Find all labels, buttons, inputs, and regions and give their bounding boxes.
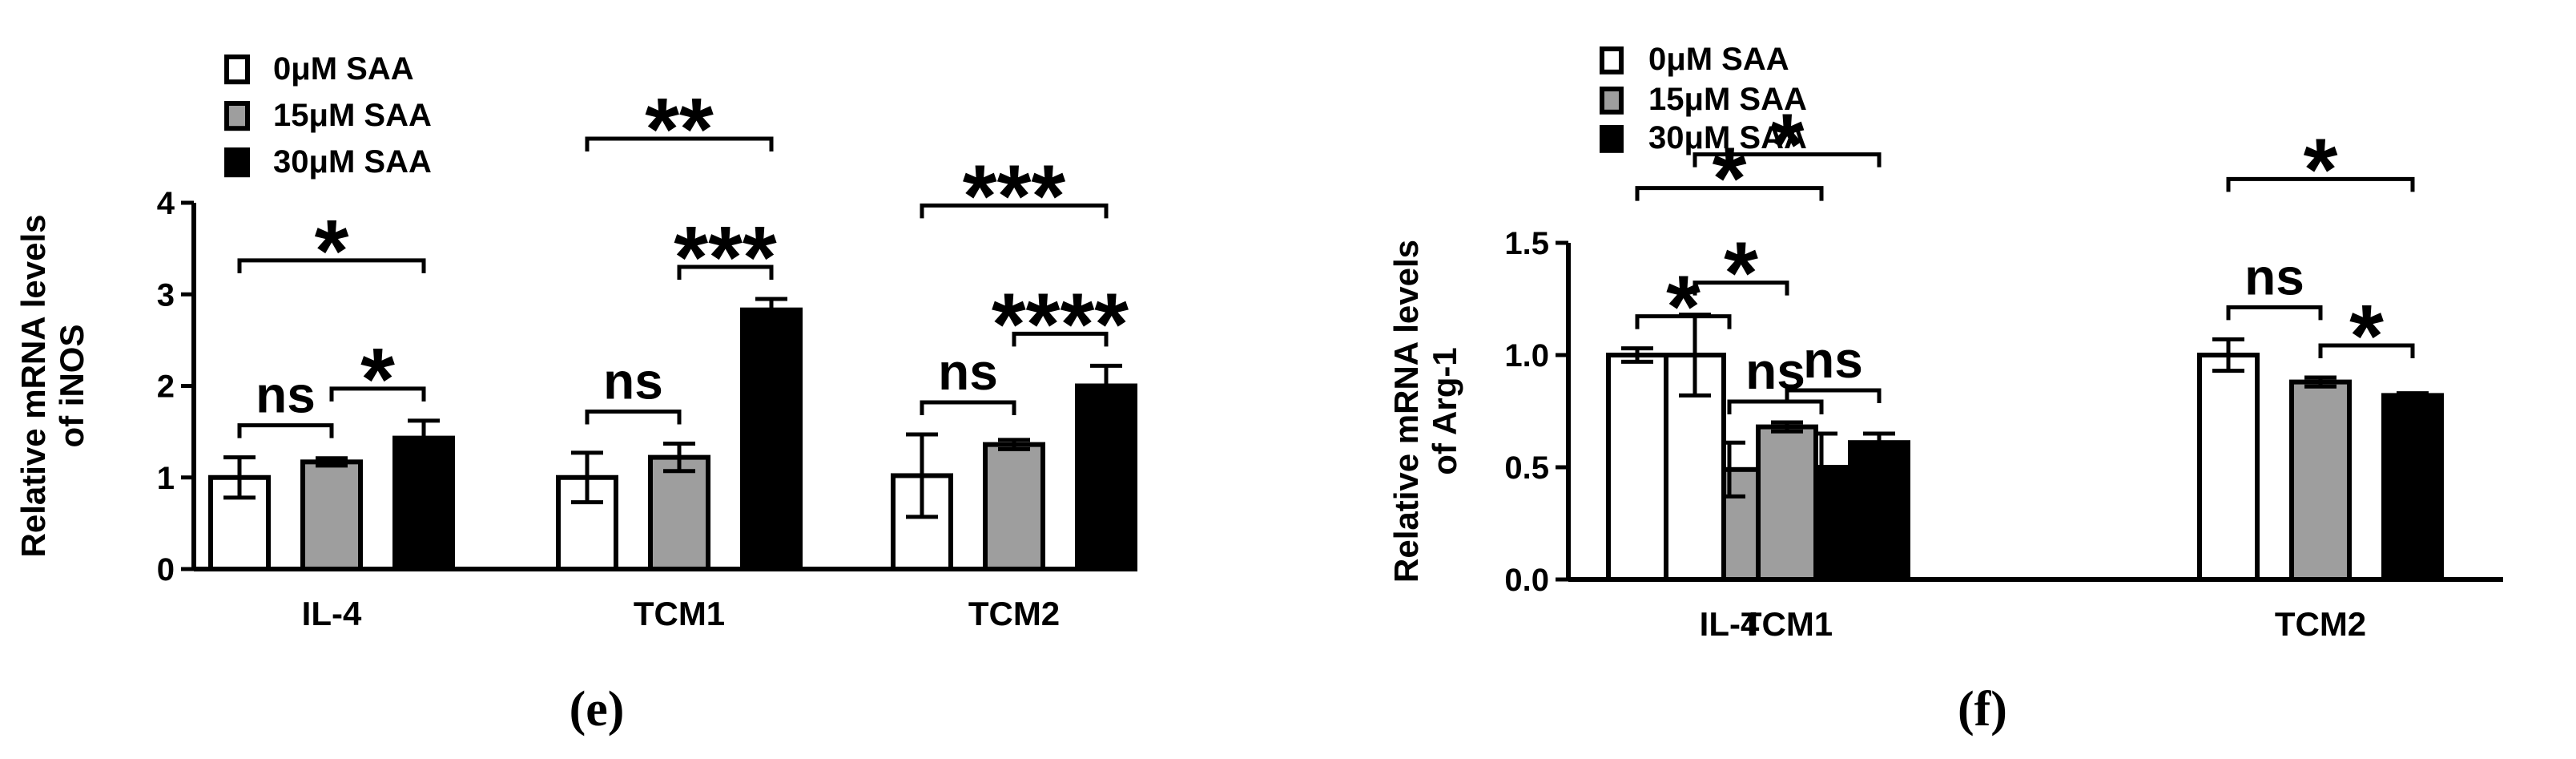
legend-label: 0μM SAA — [273, 51, 414, 87]
significance-label: * — [360, 330, 395, 429]
significance-label: * — [1724, 224, 1758, 323]
significance-bracket — [2226, 305, 2323, 321]
significance-label: *** — [963, 147, 1066, 245]
significance-label: *** — [674, 208, 777, 307]
y-tick-label: 0.0 — [1504, 563, 1549, 598]
significance-label: ns — [938, 343, 998, 401]
y-axis-label-line2: of Arg-1 — [1426, 347, 1463, 474]
bar — [648, 454, 710, 571]
x-tick-label: TCM1 — [634, 595, 725, 632]
significance-label: * — [1666, 258, 1701, 357]
significance-label: * — [1713, 130, 1747, 228]
significance-bracket — [585, 136, 774, 151]
legend-label: 30μM SAA — [1648, 120, 1807, 155]
panel-f-label: (f) — [1958, 682, 2007, 737]
significance-bracket — [329, 386, 426, 402]
significance-label: ns — [603, 352, 663, 410]
significance-label: * — [2349, 287, 2384, 386]
legend-swatch — [1600, 125, 1624, 153]
panel-f-chart: 0.0 0.5 1.0 1.5 Relative mRNA levels of Arg-1… — [1387, 42, 2503, 643]
significance-label: **** — [992, 275, 1129, 373]
y-tick-label: 2 — [157, 369, 175, 405]
legend-label: 15μM SAA — [1648, 82, 1807, 117]
significance-bracket — [585, 409, 682, 425]
x-tick-label: IL-4 — [1700, 605, 1760, 643]
legend-label: 30μM SAA — [273, 144, 432, 180]
significance-label: * — [2304, 120, 2338, 219]
significance-bracket — [2318, 343, 2415, 358]
bar — [1756, 424, 1818, 582]
x-tick-label: TCM2 — [968, 595, 1060, 632]
panel-e-label: (e) — [570, 682, 625, 737]
bar — [2289, 379, 2352, 582]
y-axis-label-line2: of iNOS — [53, 325, 91, 448]
y-axis-label: Relative mRNA levels — [14, 215, 52, 558]
y-tick-label: 3 — [157, 277, 175, 313]
panel-e-chart: 0 1 2 3 4 Relative mRNA levels of iNOS IL-4 TCM1… — [14, 51, 1137, 632]
x-tick-label: IL-4 — [302, 595, 362, 632]
significance-label: ns — [1803, 331, 1863, 389]
bar — [392, 435, 455, 571]
significance-bracket — [677, 264, 774, 280]
bar — [983, 442, 1045, 571]
legend-swatch — [1600, 87, 1624, 115]
significance-bracket — [1785, 388, 1882, 403]
significance-label: ** — [645, 80, 714, 179]
significance-bracket — [920, 203, 1109, 219]
y-tick-label: 0 — [157, 552, 175, 587]
significance-bracket — [1727, 399, 1824, 414]
legend-swatch — [224, 55, 250, 85]
y-tick-label: 4 — [157, 186, 175, 221]
significance-label: * — [1770, 96, 1805, 195]
significance-bracket — [1635, 314, 1732, 329]
y-tick-label: 1.0 — [1504, 338, 1549, 373]
bar — [1848, 440, 1910, 583]
significance-label: ns — [2244, 248, 2304, 305]
legend-swatch — [1600, 46, 1624, 75]
x-tick-label: TCM2 — [2275, 605, 2366, 643]
bar — [1075, 383, 1137, 571]
bar — [740, 307, 803, 571]
x-tick-label: TCM1 — [1741, 605, 1833, 643]
significance-bracket — [1693, 281, 1789, 296]
y-tick-label: 1.5 — [1504, 226, 1549, 261]
y-tick-label: 1 — [157, 461, 175, 496]
significance-bracket — [1012, 331, 1109, 347]
significance-bracket — [2226, 176, 2415, 192]
significance-label: ns — [256, 366, 316, 424]
significance-bracket — [237, 423, 334, 438]
significance-bracket — [1693, 152, 1882, 168]
legend-swatch — [224, 147, 250, 178]
significance-bracket — [1635, 186, 1824, 201]
significance-bracket — [237, 258, 426, 273]
legend-swatch — [224, 101, 250, 131]
bar — [300, 459, 363, 572]
legend-label: 0μM SAA — [1648, 42, 1789, 77]
significance-bracket — [920, 400, 1016, 416]
bar — [2197, 353, 2260, 582]
bar — [1606, 353, 1668, 582]
y-axis-label: Relative mRNA levels — [1387, 240, 1425, 583]
y-tick-label: 0.5 — [1504, 450, 1549, 486]
significance-label: * — [315, 202, 349, 301]
bar — [2381, 393, 2444, 582]
legend-label: 15μM SAA — [273, 98, 432, 133]
